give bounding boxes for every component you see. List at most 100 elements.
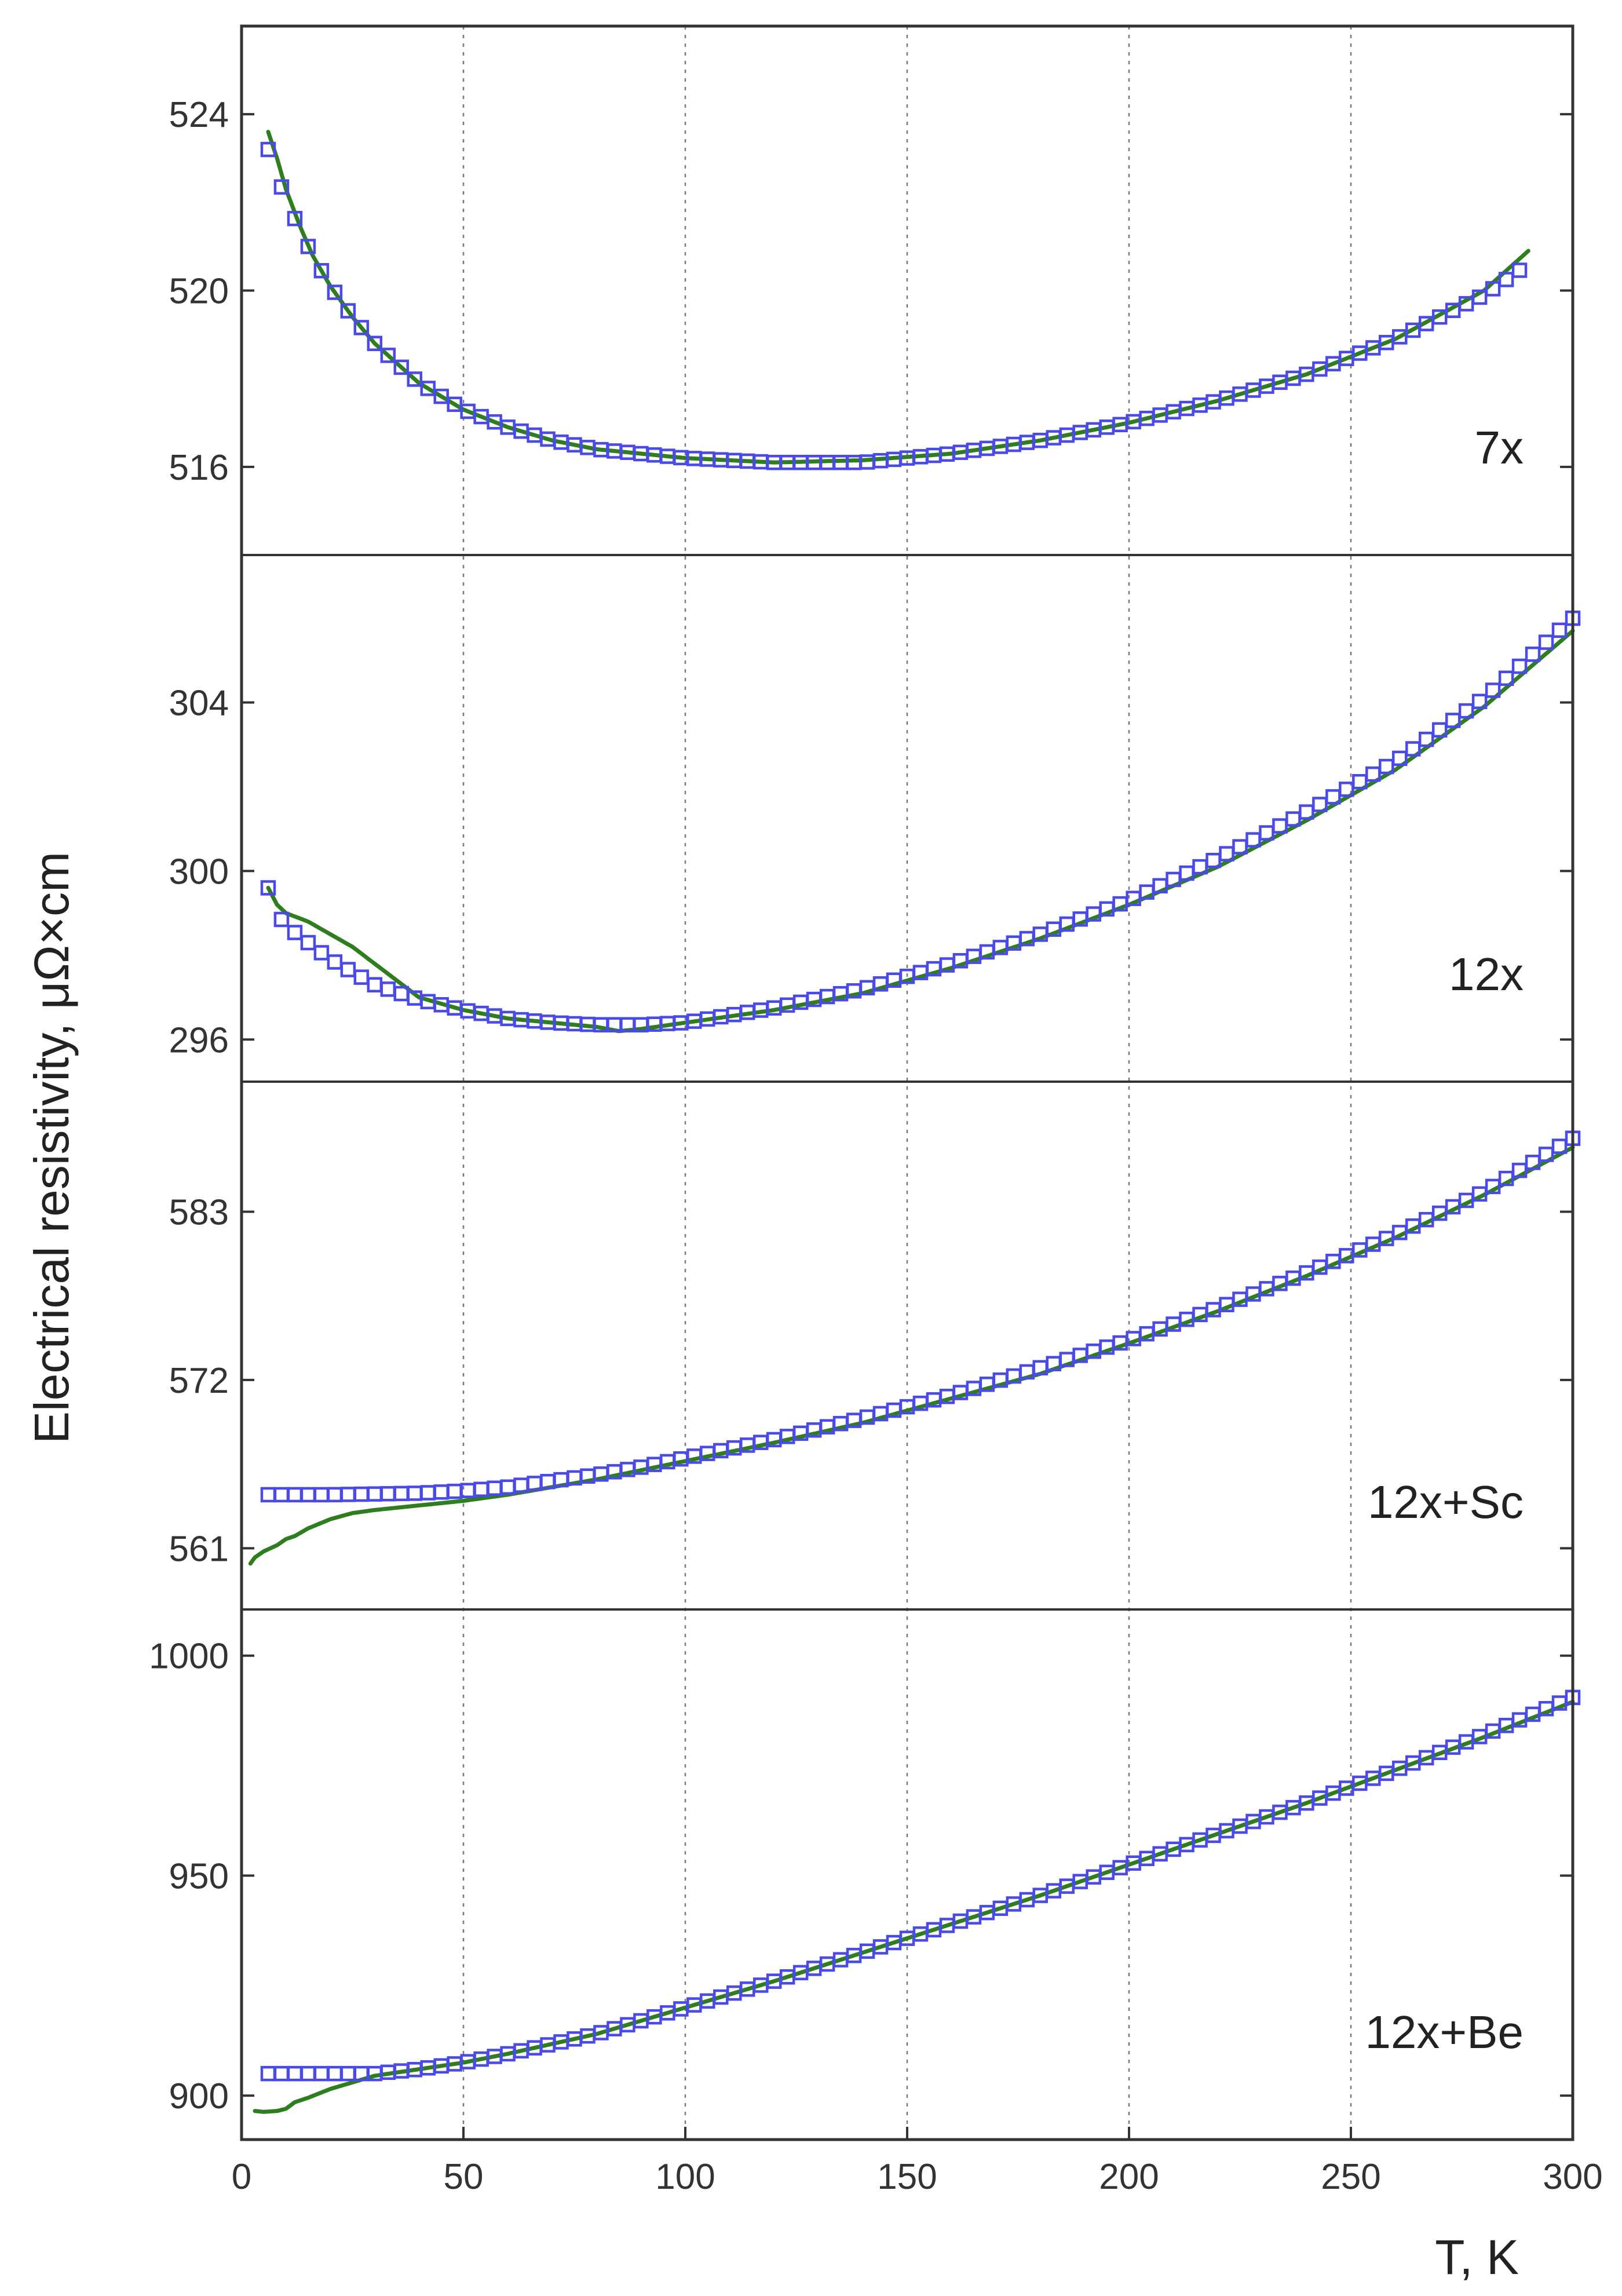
panel-label: 7x bbox=[1475, 422, 1524, 473]
y-tick-label: 304 bbox=[169, 684, 229, 724]
y-tick-label: 950 bbox=[169, 1856, 229, 1896]
model-point bbox=[1471, 693, 1488, 709]
model-point bbox=[353, 969, 370, 985]
model-point bbox=[367, 1486, 383, 1502]
y-tick-label: 583 bbox=[169, 1192, 229, 1232]
model-point bbox=[340, 303, 356, 319]
model-point bbox=[327, 954, 343, 970]
model-point bbox=[313, 1487, 330, 1503]
y-tick-label: 300 bbox=[169, 852, 229, 892]
model-point bbox=[367, 977, 383, 992]
model-point bbox=[1525, 1155, 1541, 1170]
model-point bbox=[300, 1487, 316, 1503]
model-point bbox=[327, 284, 343, 300]
model-point bbox=[260, 880, 276, 896]
y-tick-label: 520 bbox=[169, 272, 229, 312]
model-point bbox=[407, 371, 422, 387]
x-tick-label: 150 bbox=[877, 2157, 937, 2197]
model-point bbox=[420, 381, 436, 396]
model-point bbox=[260, 1487, 276, 1503]
model-point bbox=[287, 2065, 303, 2082]
model-point bbox=[273, 179, 290, 195]
model-point bbox=[1525, 647, 1541, 662]
model-point bbox=[1551, 622, 1568, 638]
y-tick-label: 1000 bbox=[149, 1637, 229, 1677]
model-point bbox=[300, 2065, 316, 2082]
measured-line bbox=[266, 629, 1575, 1034]
model-point bbox=[1458, 703, 1474, 719]
model-point bbox=[1511, 262, 1528, 278]
x-tick-label: 0 bbox=[232, 2157, 251, 2197]
label-layer: 0 50 100 150 200 250 300 516 520 524 7x 296 300 304 12… bbox=[149, 95, 1603, 2197]
model-point bbox=[500, 1479, 516, 1495]
x-tick-label: 200 bbox=[1099, 2157, 1159, 2197]
model-point bbox=[1498, 1170, 1514, 1187]
y-tick-label: 561 bbox=[169, 1529, 229, 1569]
y-axis-title: Electrical resistivity, μΩ×cm bbox=[24, 852, 79, 1444]
model-point bbox=[1418, 731, 1434, 747]
model-point bbox=[287, 925, 303, 940]
model-point bbox=[473, 1481, 489, 1497]
model-point bbox=[380, 348, 396, 363]
frame-layer bbox=[240, 24, 1574, 2141]
plot-frame bbox=[240, 24, 1574, 2141]
x-tick-label: 250 bbox=[1321, 2157, 1380, 2197]
model-point bbox=[1511, 658, 1528, 674]
y-tick-label: 296 bbox=[169, 1020, 229, 1060]
model-point bbox=[447, 1483, 462, 1499]
model-point bbox=[1379, 758, 1394, 775]
model-point bbox=[1551, 1138, 1568, 1154]
model-point bbox=[273, 1487, 290, 1503]
model-point bbox=[380, 1485, 396, 1502]
panel-label: 12x bbox=[1449, 948, 1524, 1000]
model-point bbox=[1538, 634, 1554, 650]
x-tick-label: 100 bbox=[655, 2157, 715, 2197]
model-point bbox=[1471, 289, 1488, 305]
model-point bbox=[313, 945, 330, 961]
model-point bbox=[327, 1487, 343, 1503]
model-point bbox=[287, 210, 303, 227]
model-point bbox=[327, 2065, 343, 2082]
model-point bbox=[340, 962, 356, 977]
model-point bbox=[273, 2065, 290, 2082]
model-point bbox=[287, 1487, 303, 1503]
model-point bbox=[367, 335, 383, 352]
model-point bbox=[273, 911, 290, 928]
model-point bbox=[313, 2065, 330, 2082]
y-tick-label: 572 bbox=[169, 1361, 229, 1401]
model-point bbox=[300, 239, 316, 254]
model-point bbox=[1392, 750, 1408, 766]
model-point bbox=[1511, 1162, 1528, 1178]
x-tick-label: 50 bbox=[444, 2157, 484, 2197]
model-point bbox=[1485, 682, 1501, 698]
y-tick-label: 524 bbox=[169, 95, 229, 135]
model-point bbox=[1445, 713, 1461, 728]
panel-label: 12x+Sc bbox=[1368, 1476, 1524, 1528]
model-point bbox=[260, 141, 276, 158]
model-point bbox=[313, 263, 330, 279]
model-point bbox=[340, 2065, 356, 2082]
model-point bbox=[353, 320, 370, 335]
model-point bbox=[487, 1480, 502, 1496]
model-point bbox=[1498, 272, 1514, 287]
model-point bbox=[420, 1485, 436, 1501]
y-tick-label: 516 bbox=[169, 448, 229, 488]
x-axis-title: T, K bbox=[1435, 2230, 1519, 2284]
model-point bbox=[407, 1485, 422, 1501]
model-point bbox=[393, 1485, 410, 1502]
model-point bbox=[393, 359, 410, 375]
panel-label: 12x+Be bbox=[1365, 2006, 1524, 2058]
model-point bbox=[1538, 1147, 1554, 1162]
model-point bbox=[433, 1484, 449, 1500]
model-point bbox=[380, 981, 396, 997]
model-point bbox=[353, 1486, 370, 1502]
model-point bbox=[1485, 281, 1501, 297]
y-tick-label: 900 bbox=[169, 2076, 229, 2116]
model-point bbox=[1498, 670, 1514, 686]
model-point bbox=[260, 2065, 276, 2082]
model-point bbox=[340, 1487, 356, 1502]
model-point bbox=[433, 388, 449, 404]
data-layer bbox=[248, 130, 1581, 2114]
x-tick-label: 300 bbox=[1543, 2157, 1602, 2197]
